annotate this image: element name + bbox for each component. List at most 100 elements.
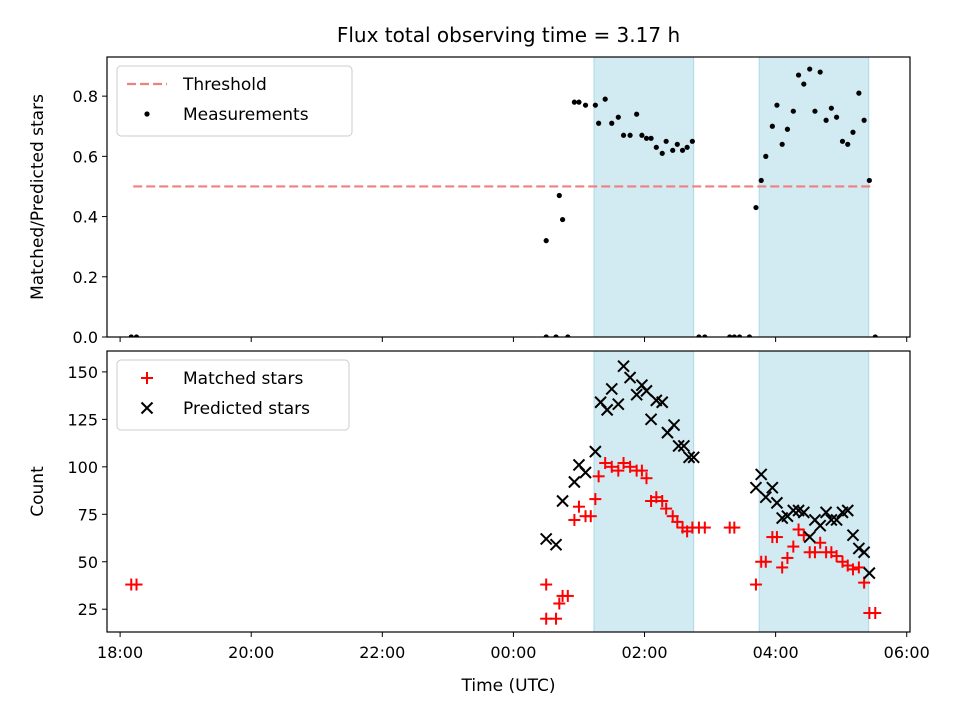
count-point-1-23 <box>682 451 696 464</box>
x-tick-label-0: 18:00 <box>97 643 143 662</box>
count-ytick-label-2: 75 <box>78 505 98 524</box>
count-point-1-12-b <box>623 371 637 384</box>
count-point-0-2 <box>540 578 553 591</box>
count-point-0-57 <box>869 607 882 620</box>
count-point-1-42 <box>841 504 854 517</box>
ratio-point-0-11 <box>592 102 598 108</box>
count-point-1-35-b <box>803 530 816 544</box>
count-point-1-45 <box>857 546 871 559</box>
count-axes-frame <box>106 350 911 633</box>
count-point-1-13-b <box>630 388 643 401</box>
ratio-point-0-0 <box>128 334 134 337</box>
ratio-point-0-55 <box>856 90 862 96</box>
ratio-legend-swatch-1 <box>144 111 150 117</box>
count-point-1-18-b <box>656 396 669 409</box>
ratio-point-0-30 <box>696 334 702 337</box>
ratio-point-0-10 <box>582 102 589 108</box>
count-point-1-37 <box>813 519 827 532</box>
count-point-1-13 <box>630 388 643 401</box>
count-point-1-40-b <box>830 513 843 527</box>
x-tick-label-4: 02:00 <box>621 643 667 662</box>
count-point-1-46-b <box>863 566 876 580</box>
ratio-point-0-9 <box>576 99 582 105</box>
count-point-0-11 <box>584 510 597 523</box>
count-point-1-3 <box>568 475 581 489</box>
ratio-point-0-32 <box>727 334 733 337</box>
ratio-point-0-49 <box>823 117 829 123</box>
ratio-observing-window-1 <box>758 57 870 337</box>
count-point-1-38 <box>819 506 833 519</box>
count-point-1-16-b <box>644 413 658 426</box>
count-point-1-38-b <box>819 506 833 519</box>
ratio-point-0-13 <box>602 96 608 102</box>
ratio-point-0-15 <box>615 114 621 120</box>
count-point-1-8-b <box>600 403 614 417</box>
count-point-0-40 <box>776 561 789 574</box>
ratio-point-0-48 <box>817 69 823 75</box>
count-point-0-16 <box>612 464 625 477</box>
count-point-1-29-b <box>770 496 784 510</box>
count-point-1-28 <box>766 481 779 494</box>
count-ytick-label-4: 125 <box>67 410 98 429</box>
x-tick-label-6: 06:00 <box>884 643 930 662</box>
ratio-point-0-37 <box>758 177 764 184</box>
count-point-1-22-b <box>677 439 691 453</box>
ratio-point-0-16 <box>620 132 627 138</box>
count-point-1-27-b <box>759 490 772 504</box>
count-series-0 <box>125 457 882 625</box>
count-legend-swatch-1 <box>140 401 154 415</box>
ratio-point-0-7 <box>565 334 571 337</box>
count-point-1-4-b <box>572 458 586 472</box>
count-legend: Matched stars Predicted stars <box>116 359 350 431</box>
count-point-0-50 <box>830 550 843 563</box>
x-tick-label-1: 20:00 <box>228 643 274 662</box>
ratio-point-0-22 <box>653 144 659 150</box>
x-axis-label: Time (UTC) <box>461 676 556 696</box>
ratio-point-0-20 <box>643 135 650 141</box>
count-legend-swatch-1-b <box>140 401 154 415</box>
ratio-point-0-51 <box>833 114 840 120</box>
ratio-ytick-label-3: 0.6 <box>73 147 98 166</box>
ratio-point-0-28 <box>684 144 690 150</box>
count-point-1-44-b <box>852 542 866 555</box>
ratio-point-0-29 <box>689 138 695 144</box>
ratio-point-0-23 <box>659 150 665 156</box>
count-point-1-43 <box>846 528 860 542</box>
ratio-point-0-50 <box>828 105 834 111</box>
ratio-series-0 <box>128 66 878 337</box>
count-point-0-54 <box>852 561 865 574</box>
count-point-1-25 <box>749 481 763 494</box>
count-point-0-4 <box>550 612 563 625</box>
count-panel: 25 50 75 100 125 150 18:00 20:00 22:00 00:00 02:00… <box>28 350 930 662</box>
count-point-0-41 <box>781 551 794 564</box>
count-point-0-17 <box>617 457 630 470</box>
ratio-point-0-40 <box>774 102 780 108</box>
count-point-1-1-b <box>549 538 563 551</box>
count-point-1-0 <box>539 532 553 546</box>
count-point-1-43-b <box>846 528 860 542</box>
count-ytick-label-5: 150 <box>67 363 98 382</box>
ratio-point-0-42 <box>784 126 791 132</box>
ratio-point-0-53 <box>845 141 851 147</box>
count-point-1-5-b <box>579 466 592 479</box>
count-point-0-5 <box>553 597 566 610</box>
count-point-1-26-b <box>754 468 768 481</box>
ratio-point-0-35 <box>746 334 752 337</box>
count-point-1-10 <box>612 397 625 411</box>
ratio-point-0-5 <box>556 192 562 199</box>
count-point-1-27 <box>759 490 772 504</box>
ratio-point-0-3 <box>543 334 549 337</box>
ratio-point-0-25 <box>670 147 676 153</box>
count-point-1-24 <box>687 451 700 464</box>
count-legend-label-1: Predicted stars <box>183 399 310 419</box>
ratio-legend-label-0: Threshold <box>182 75 267 95</box>
count-point-1-34-b <box>797 506 811 519</box>
chart-title: Flux total observing time = 3.17 h <box>337 23 680 47</box>
count-point-0-13 <box>592 470 605 483</box>
count-point-1-25-b <box>749 481 763 494</box>
ratio-legend-label-1: Measurements <box>183 105 309 125</box>
ratio-point-0-45 <box>801 81 807 87</box>
count-ytick-label-0: 25 <box>78 600 98 619</box>
count-point-1-33-b <box>792 504 805 517</box>
count-point-0-7 <box>561 589 574 602</box>
